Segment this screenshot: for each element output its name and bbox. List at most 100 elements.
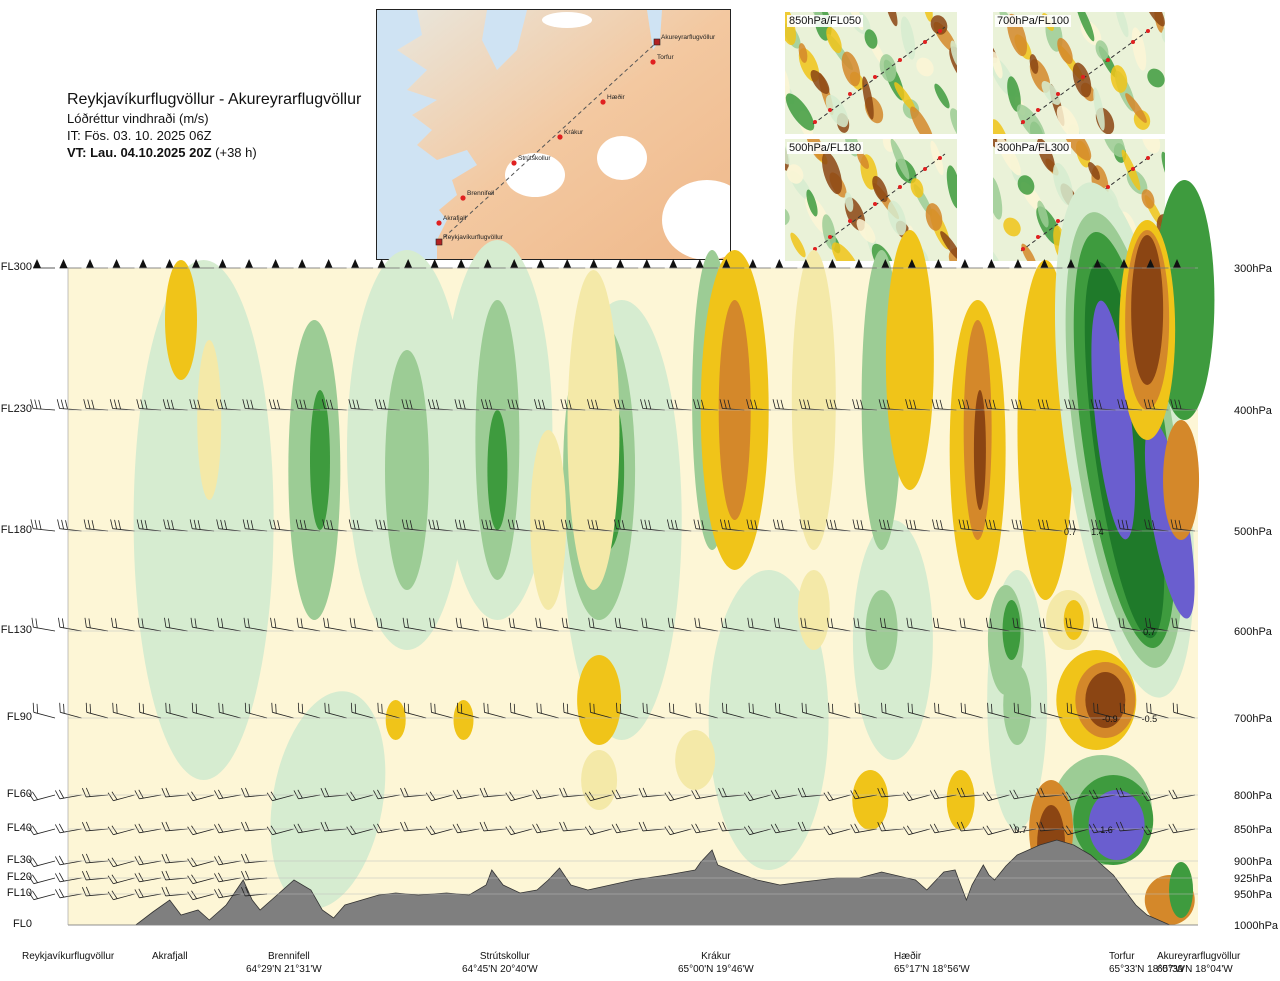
wind-barb (669, 259, 692, 269)
wind-barb (985, 617, 1010, 632)
wind-barb (1009, 823, 1036, 834)
wind-barb (640, 519, 665, 532)
wind-barb (270, 617, 294, 632)
field-cell (946, 770, 975, 830)
pressure-label: 900hPa (1234, 856, 1272, 868)
level-map-blob (856, 219, 876, 243)
wind-barb (218, 702, 241, 719)
level-map-waypoint (938, 29, 942, 33)
level-map-blob (879, 54, 897, 82)
level-map-waypoint (1021, 247, 1025, 251)
waypoint-label: Hæðir (607, 93, 626, 101)
level-map-blob (1037, 200, 1049, 228)
location-label: Hæðir 65°17'N 18°56'W (894, 950, 970, 976)
wind-barb (112, 702, 135, 719)
level-map-blob (1095, 40, 1109, 60)
level-map-blob (785, 206, 790, 226)
wind-barb (960, 702, 984, 719)
wind-barb (349, 617, 374, 632)
level-map-blob (864, 29, 878, 49)
level-map-blob (940, 231, 957, 261)
wind-barb (641, 617, 665, 632)
wind-barb (826, 519, 851, 532)
level-map-blob (825, 94, 849, 128)
location-label: Akrafjall (152, 950, 188, 963)
level-map-700: 700hPa/FL100 (993, 12, 1165, 134)
wind-barb (28, 890, 56, 901)
level-map-waypoint (1106, 185, 1110, 189)
waypoint-label: Krákur (564, 129, 584, 136)
wind-barb (1064, 519, 1089, 532)
wind-barb (298, 259, 321, 269)
level-map-blob (910, 178, 924, 198)
wind-barb (322, 519, 347, 532)
level-map-blob (1141, 139, 1161, 154)
wind-barb (373, 823, 400, 834)
wind-barb (85, 702, 109, 719)
wind-barb (929, 823, 957, 834)
wind-barb (1168, 789, 1196, 800)
level-map-label: 500hPa/FL180 (787, 142, 864, 154)
wind-barb (664, 791, 692, 802)
wind-barb (1117, 519, 1143, 532)
wind-barb (28, 825, 56, 836)
level-map-blob (916, 57, 934, 77)
wind-barb (269, 519, 294, 532)
flight-level-label: FL300 (0, 261, 32, 273)
wind-barb (854, 702, 877, 719)
contour-label: -0.9 (1102, 714, 1118, 724)
wind-barb (31, 617, 56, 632)
init-time: IT: Fös. 03. 10. 2025 06Z (67, 128, 212, 143)
wind-barb (28, 791, 56, 802)
wind-barb (616, 702, 639, 719)
level-lines (67, 267, 1198, 926)
level-map-blob (810, 70, 830, 94)
wind-barb (244, 702, 268, 719)
wind-barb (59, 259, 82, 269)
waypoint-marker (557, 134, 563, 140)
wind-barb (853, 617, 877, 632)
field-cell (852, 770, 889, 830)
waypoint-marker (650, 59, 656, 65)
glacier (597, 136, 647, 180)
flight-level-label: FL20 (6, 871, 32, 883)
wind-barb (934, 702, 957, 719)
wind-barb (1009, 789, 1036, 800)
wind-barb (1145, 617, 1169, 632)
wind-barb (642, 259, 665, 269)
level-map-blob (1102, 139, 1126, 158)
route-line (438, 41, 658, 243)
wind-barb (748, 259, 771, 269)
valid-time: VT: Lau. 04.10.2025 20Z (+38 h) (67, 144, 367, 161)
level-map-blob (857, 151, 869, 169)
wind-barb (561, 617, 586, 632)
waypoint-marker (460, 195, 466, 201)
field-cell (385, 700, 406, 740)
wind-barb (351, 259, 374, 269)
level-map-blob (993, 119, 1009, 134)
level-map-waypoint (1131, 40, 1135, 44)
wind-barb (960, 259, 983, 269)
wind-barb (136, 519, 162, 532)
wind-barb (430, 259, 453, 269)
level-map-waypoint (848, 92, 852, 96)
level-map-waypoint (848, 219, 852, 223)
wind-barb (134, 823, 162, 834)
wind-barb (266, 825, 294, 836)
wind-barb (929, 789, 957, 800)
wind-barb (323, 617, 347, 632)
field-cell (1163, 420, 1200, 540)
level-map-blob (910, 106, 934, 134)
level-map-blob (1057, 37, 1073, 65)
contour-label: 0.7 (1143, 627, 1156, 637)
location-label: Krákur 65°00'N 19°46'W (678, 950, 754, 976)
level-map-blob (785, 93, 815, 131)
wind-barb (1091, 519, 1116, 532)
pressure-label: 500hPa (1234, 526, 1272, 538)
wind-barb (403, 702, 427, 719)
wind-barb (535, 617, 559, 632)
wind-barb (987, 702, 1010, 719)
wind-barb (775, 259, 798, 269)
level-map-waypoint (828, 235, 832, 239)
